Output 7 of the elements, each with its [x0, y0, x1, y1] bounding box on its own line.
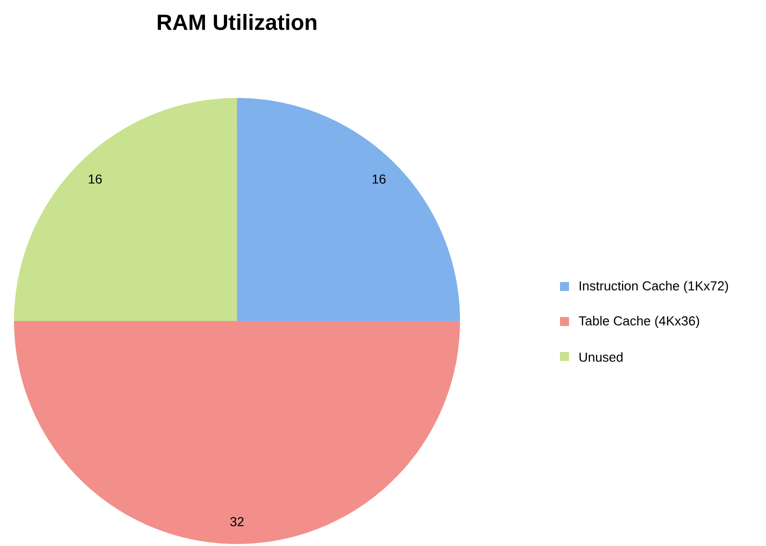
data-label: 16 [88, 174, 102, 184]
legend-label: Table Cache (4Kx36) [578, 316, 700, 328]
legend-label: Instruction Cache (1Kx72) [580, 280, 728, 294]
data-label: 32 [230, 517, 244, 526]
chart-title: RAM Utilization [158, 14, 316, 30]
legend-label: Unused [580, 352, 622, 362]
data-label: 16 [372, 174, 386, 184]
